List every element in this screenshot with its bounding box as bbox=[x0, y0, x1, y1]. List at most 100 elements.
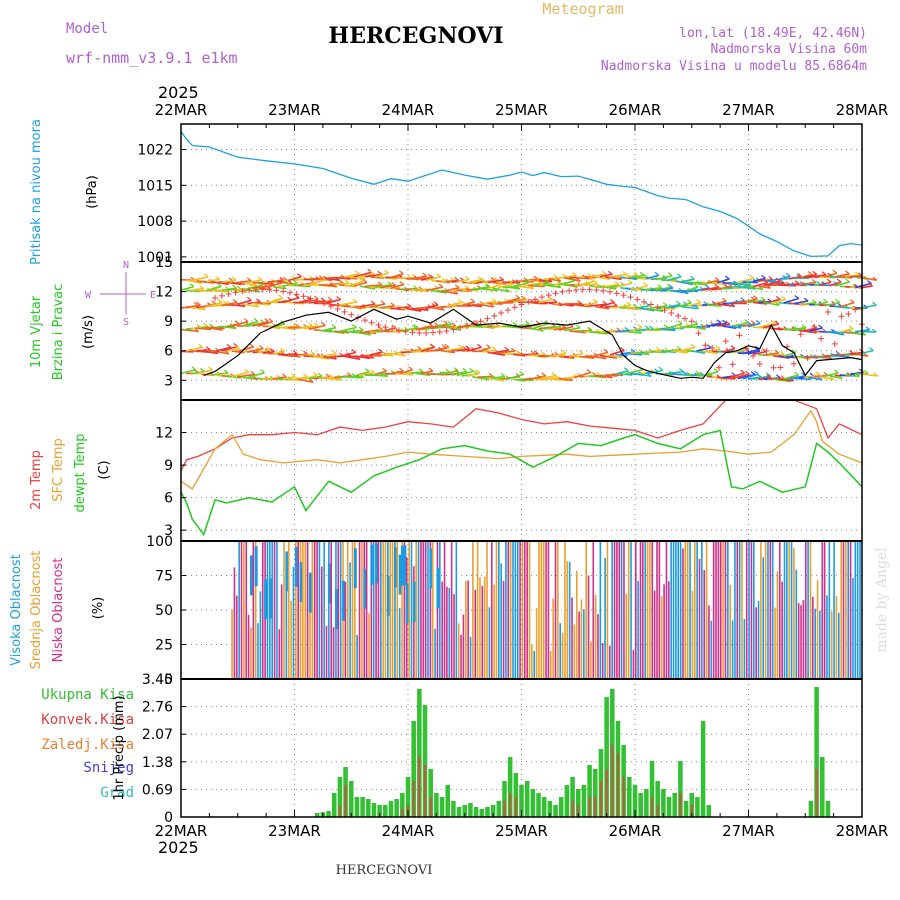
wind-dir-mark bbox=[722, 338, 729, 345]
wind-arrow-head bbox=[427, 273, 433, 278]
wind-arrow-head bbox=[454, 276, 459, 281]
wind-arrow-head bbox=[199, 285, 204, 290]
wind-arrow-head bbox=[801, 326, 807, 331]
wind-arrow-head bbox=[344, 279, 350, 284]
wind-arrow-head bbox=[303, 373, 308, 378]
wind-arrow-head bbox=[232, 284, 237, 289]
wind-arrow bbox=[211, 349, 230, 355]
wind-arrow-head bbox=[779, 279, 785, 284]
precip-total-bar bbox=[485, 807, 490, 817]
wind-arrow-head bbox=[328, 373, 334, 378]
wind-arrow bbox=[803, 273, 817, 279]
precip-total-bar bbox=[400, 793, 405, 817]
precip-total-bar bbox=[326, 811, 331, 817]
precip-conv-bar bbox=[509, 793, 512, 817]
precip-conv-bar bbox=[401, 809, 404, 817]
wind-arrow bbox=[390, 272, 404, 279]
wind-dir-mark bbox=[709, 344, 716, 351]
wind-arrow-head bbox=[833, 369, 839, 374]
wind-arrow bbox=[283, 325, 298, 329]
wind-arrow-head bbox=[578, 350, 584, 354]
wind-arrow-head bbox=[620, 346, 625, 351]
wind-arrow bbox=[589, 355, 607, 360]
wind-arrow-head bbox=[818, 324, 823, 329]
wind-arrow bbox=[216, 346, 232, 352]
wind-arrow-head bbox=[205, 346, 211, 351]
precip-conv-bar bbox=[815, 769, 818, 817]
precip-total-bar bbox=[524, 781, 530, 817]
wind-dir-mark bbox=[525, 298, 532, 305]
wind-arrow bbox=[323, 355, 337, 360]
wind-arrow bbox=[364, 328, 383, 333]
wind-arrow bbox=[252, 302, 271, 306]
wind-arrow-head bbox=[775, 301, 780, 306]
wind-arrow bbox=[185, 304, 201, 309]
wind-dir-mark bbox=[607, 288, 614, 295]
wind-arrow bbox=[226, 347, 240, 352]
wind-arrow bbox=[267, 297, 283, 304]
wind-dir-mark bbox=[695, 330, 702, 337]
model-label: Model bbox=[66, 21, 108, 37]
wind-dir-mark bbox=[436, 328, 443, 335]
wind-arrow-head bbox=[362, 278, 368, 283]
wind-arrow bbox=[415, 324, 433, 331]
wind-arrow bbox=[814, 301, 828, 306]
wind-arrow bbox=[712, 281, 728, 286]
wind-dir-mark bbox=[797, 331, 804, 338]
legend-total: Ukupna Kisa bbox=[41, 687, 134, 703]
wind-arrow-head bbox=[406, 303, 412, 308]
wind-arrow-head bbox=[730, 345, 736, 350]
wind-arrow bbox=[359, 303, 376, 308]
wind-arrow-head bbox=[338, 279, 344, 284]
precip-total-bar bbox=[825, 801, 831, 817]
wind-dir-mark bbox=[613, 290, 620, 297]
dir-s-label: S bbox=[123, 317, 129, 328]
wind-arrow-head bbox=[355, 270, 360, 275]
wind-arrow bbox=[568, 352, 583, 358]
wind-arrow bbox=[471, 375, 490, 381]
wind-arrow bbox=[533, 279, 550, 284]
wind-arrow-head bbox=[817, 376, 823, 381]
wind-arrow-head bbox=[475, 369, 481, 374]
wind-arrow bbox=[727, 372, 745, 379]
wind-arrow bbox=[415, 345, 434, 353]
precip-total-bar bbox=[411, 721, 416, 817]
wind-arrow bbox=[257, 320, 274, 327]
wind-arrow bbox=[323, 277, 340, 282]
wind-arrow-head bbox=[561, 324, 567, 329]
wind-arrow bbox=[732, 321, 749, 327]
wind-dir-mark bbox=[756, 361, 763, 367]
wind-arrow bbox=[441, 349, 455, 354]
high-cloud-bar bbox=[393, 547, 397, 588]
wind-dir-mark bbox=[491, 312, 498, 319]
wind-dir-mark bbox=[593, 287, 600, 294]
wind-arrow bbox=[604, 374, 618, 377]
wind-arrow-head bbox=[391, 281, 396, 286]
wind-arrow-head bbox=[351, 349, 357, 354]
wind-arrow-head bbox=[320, 297, 326, 302]
wind-dir-mark bbox=[566, 287, 573, 294]
wind-arrow bbox=[783, 297, 799, 304]
wind-arrow-head bbox=[872, 301, 877, 306]
wind-arrow bbox=[425, 275, 442, 282]
time-label-bottom: 24MAR bbox=[382, 822, 435, 840]
wind-arrow bbox=[451, 370, 468, 376]
wind-arrow bbox=[466, 372, 481, 378]
wind-arrow bbox=[681, 346, 696, 352]
wind-arrow bbox=[732, 373, 750, 380]
wind-arrow-head bbox=[724, 275, 730, 280]
wind-arrow-head bbox=[408, 366, 413, 371]
wind-arrow bbox=[359, 285, 376, 290]
wind-arrow bbox=[701, 286, 719, 291]
pressure-ytick-label: 1008 bbox=[137, 214, 173, 230]
high-cloud-bar bbox=[327, 563, 331, 604]
wind-arrow bbox=[788, 374, 806, 380]
wind-arrow bbox=[538, 298, 553, 304]
time-label-top: 25MAR bbox=[495, 101, 548, 119]
precip-conv-bar bbox=[514, 797, 517, 817]
wind-dir-mark bbox=[627, 294, 634, 301]
wind-arrow bbox=[272, 376, 287, 380]
wind-arrow-head bbox=[770, 319, 776, 324]
wind-dir-mark bbox=[212, 294, 219, 301]
wind-arrow bbox=[860, 373, 878, 377]
